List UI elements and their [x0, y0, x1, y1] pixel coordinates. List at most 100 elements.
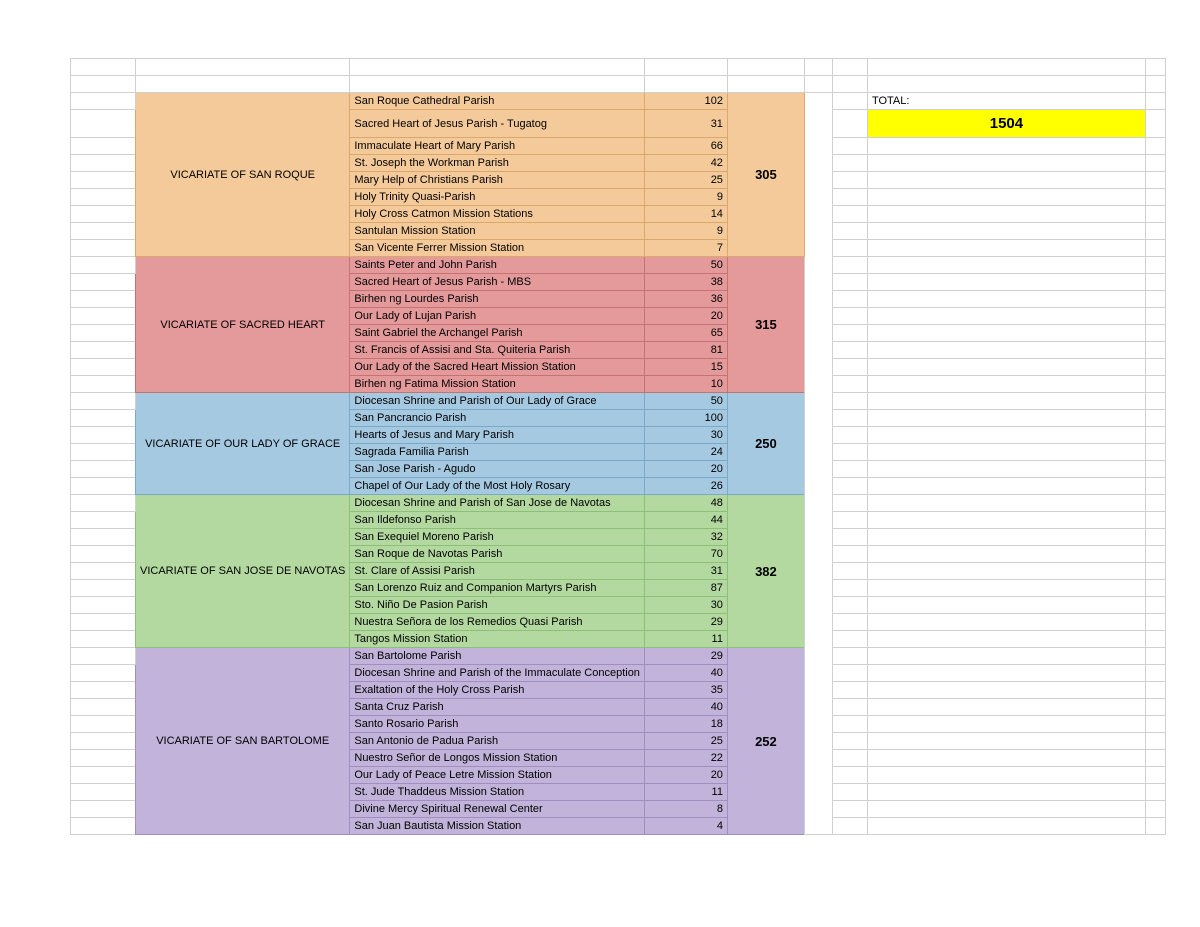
empty-cell [832, 257, 867, 274]
empty-cell [71, 223, 136, 240]
empty-cell [71, 733, 136, 750]
parish-name: Exaltation of the Holy Cross Parish [350, 682, 645, 699]
empty-cell [867, 393, 1145, 410]
parish-name: Santa Cruz Parish [350, 699, 645, 716]
empty-cell [71, 767, 136, 784]
parish-name: San Jose Parish - Agudo [350, 461, 645, 478]
parish-value: 29 [644, 614, 727, 631]
empty-cell [71, 784, 136, 801]
empty-cell [1145, 76, 1165, 93]
parish-name: Mary Help of Christians Parish [350, 172, 645, 189]
empty-cell [832, 359, 867, 376]
empty-cell [1145, 682, 1165, 699]
parish-value: 50 [644, 257, 727, 274]
empty-cell [832, 682, 867, 699]
empty-cell [1145, 59, 1165, 76]
parish-value: 9 [644, 189, 727, 206]
empty-cell [1145, 580, 1165, 597]
empty-cell [1145, 274, 1165, 291]
empty-cell [832, 597, 867, 614]
empty-cell [832, 478, 867, 495]
empty-cell [867, 138, 1145, 155]
empty-cell [1145, 648, 1165, 665]
empty-cell [832, 444, 867, 461]
parish-name: San Antonio de Padua Parish [350, 733, 645, 750]
empty-cell [71, 614, 136, 631]
empty-cell [71, 682, 136, 699]
parish-name: Birhen ng Fatima Mission Station [350, 376, 645, 393]
parish-name: Nuestro Señor de Longos Mission Station [350, 750, 645, 767]
parish-value: 24 [644, 444, 727, 461]
empty-cell [832, 376, 867, 393]
empty-cell [867, 172, 1145, 189]
empty-cell [832, 818, 867, 835]
empty-cell [867, 223, 1145, 240]
empty-cell [71, 393, 136, 410]
empty-cell [1145, 110, 1165, 138]
parish-value: 7 [644, 240, 727, 257]
empty-cell [867, 76, 1145, 93]
parish-value: 31 [644, 563, 727, 580]
empty-cell [832, 529, 867, 546]
empty-cell [867, 784, 1145, 801]
empty-cell [71, 529, 136, 546]
empty-cell [1145, 257, 1165, 274]
empty-cell [832, 308, 867, 325]
empty-cell [804, 59, 832, 76]
vicariate-subtotal: 382 [727, 495, 804, 648]
empty-cell [71, 376, 136, 393]
parish-value: 44 [644, 512, 727, 529]
empty-cell [832, 631, 867, 648]
empty-cell [71, 206, 136, 223]
parish-value: 38 [644, 274, 727, 291]
empty-cell [832, 546, 867, 563]
parish-name: St. Francis of Assisi and Sta. Quiteria … [350, 342, 645, 359]
empty-cell [832, 93, 867, 110]
empty-cell [1145, 410, 1165, 427]
empty-cell [1145, 342, 1165, 359]
parish-value: 87 [644, 580, 727, 597]
empty-cell [71, 546, 136, 563]
empty-cell [867, 716, 1145, 733]
empty-cell [71, 631, 136, 648]
empty-cell [832, 614, 867, 631]
parish-value: 102 [644, 93, 727, 110]
empty-cell [1145, 325, 1165, 342]
parish-value: 8 [644, 801, 727, 818]
empty-cell [71, 172, 136, 189]
empty-cell [1145, 427, 1165, 444]
empty-cell [71, 461, 136, 478]
empty-cell [71, 495, 136, 512]
empty-cell [832, 393, 867, 410]
empty-cell [136, 76, 350, 93]
empty-cell [1145, 699, 1165, 716]
empty-cell [832, 172, 867, 189]
empty-cell [867, 59, 1145, 76]
empty-cell [71, 257, 136, 274]
parish-name: San Pancrancio Parish [350, 410, 645, 427]
parish-value: 81 [644, 342, 727, 359]
empty-cell [867, 342, 1145, 359]
empty-cell [727, 59, 804, 76]
empty-cell [1145, 376, 1165, 393]
parish-value: 25 [644, 172, 727, 189]
empty-cell [867, 495, 1145, 512]
empty-cell [867, 189, 1145, 206]
vicariate-name: VICARIATE OF SAN ROQUE [136, 93, 350, 257]
empty-cell [867, 818, 1145, 835]
parish-value: 9 [644, 223, 727, 240]
parish-value: 26 [644, 478, 727, 495]
empty-cell [1145, 767, 1165, 784]
empty-cell [71, 325, 136, 342]
parish-value: 66 [644, 138, 727, 155]
total-label: TOTAL: [867, 93, 1145, 110]
empty-cell [71, 308, 136, 325]
empty-cell [832, 580, 867, 597]
parish-name: San Roque Cathedral Parish [350, 93, 645, 110]
empty-cell [71, 818, 136, 835]
empty-cell [71, 155, 136, 172]
vicariate-name: VICARIATE OF OUR LADY OF GRACE [136, 393, 350, 495]
empty-cell [1145, 155, 1165, 172]
empty-cell [1145, 716, 1165, 733]
empty-cell [832, 699, 867, 716]
